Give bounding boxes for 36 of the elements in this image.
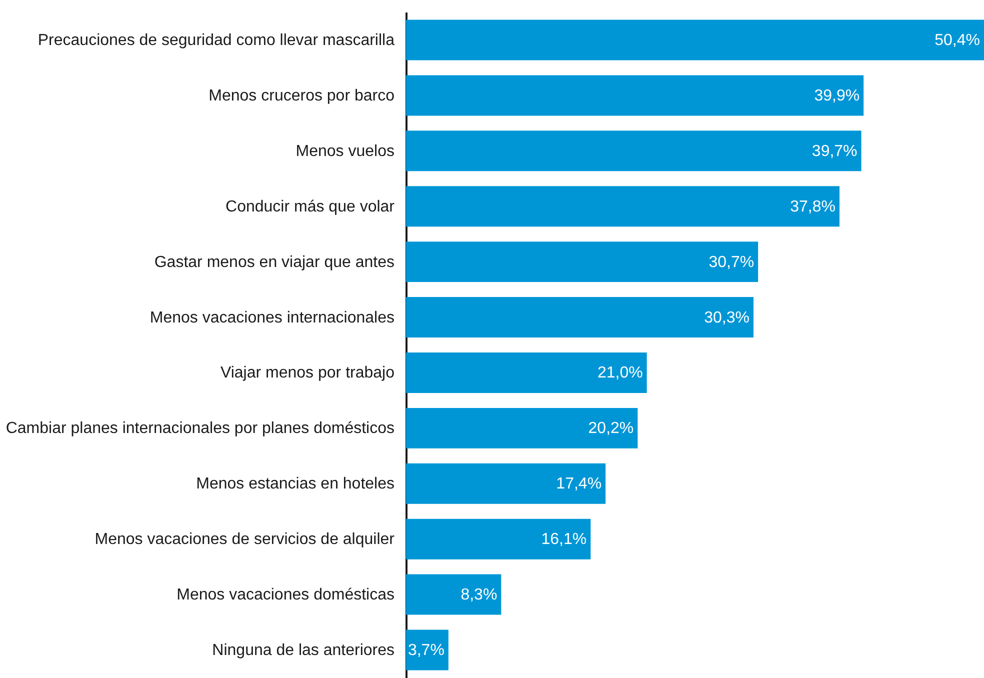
y-tick-label: Cambiar planes internacionales por planes domésticos <box>6 420 394 438</box>
y-tick-label: Gastar menos en viajar que antes <box>154 254 394 271</box>
bar <box>406 630 448 670</box>
bar <box>406 408 638 448</box>
data-label: 39,9% <box>814 87 860 104</box>
data-label: 3,7% <box>408 642 444 659</box>
bar <box>406 75 864 116</box>
bar <box>406 186 840 227</box>
data-label: 39,7% <box>812 142 858 160</box>
data-label: 16,1% <box>541 531 587 548</box>
data-label: 30,7% <box>708 254 754 271</box>
bar <box>406 463 606 504</box>
y-tick-label: Conducir más que volar <box>226 198 396 216</box>
y-tick-label: Menos cruceros por barco <box>208 87 395 104</box>
y-tick-label: Viajar menos por trabajo <box>220 364 395 382</box>
y-tick-label: Menos vacaciones de servicios de alquiler <box>94 531 396 548</box>
bar <box>406 20 984 60</box>
y-tick-label: Precauciones de seguridad como llevar mascarilla <box>38 32 395 50</box>
bar <box>406 297 754 338</box>
bar <box>406 518 591 560</box>
y-tick-label: Menos vacaciones domésticas <box>176 586 394 604</box>
data-label: 20,2% <box>588 420 634 438</box>
bar <box>406 352 647 393</box>
y-tick-label: Menos vuelos <box>296 142 394 160</box>
data-label: 30,3% <box>704 309 750 326</box>
y-tick-label: Menos estancias en hoteles <box>196 476 394 493</box>
bar <box>406 574 502 615</box>
data-label: 8,3% <box>460 586 498 604</box>
data-label: 50,4% <box>934 32 980 50</box>
bar <box>406 130 862 172</box>
data-label: 17,4% <box>556 476 602 493</box>
data-label: 37,8% <box>790 198 836 216</box>
data-label: 21,0% <box>597 364 643 382</box>
bar <box>406 242 758 282</box>
y-tick-label: Ninguna de las anteriores <box>212 642 394 659</box>
y-tick-label: Menos vacaciones internacionales <box>150 309 394 326</box>
